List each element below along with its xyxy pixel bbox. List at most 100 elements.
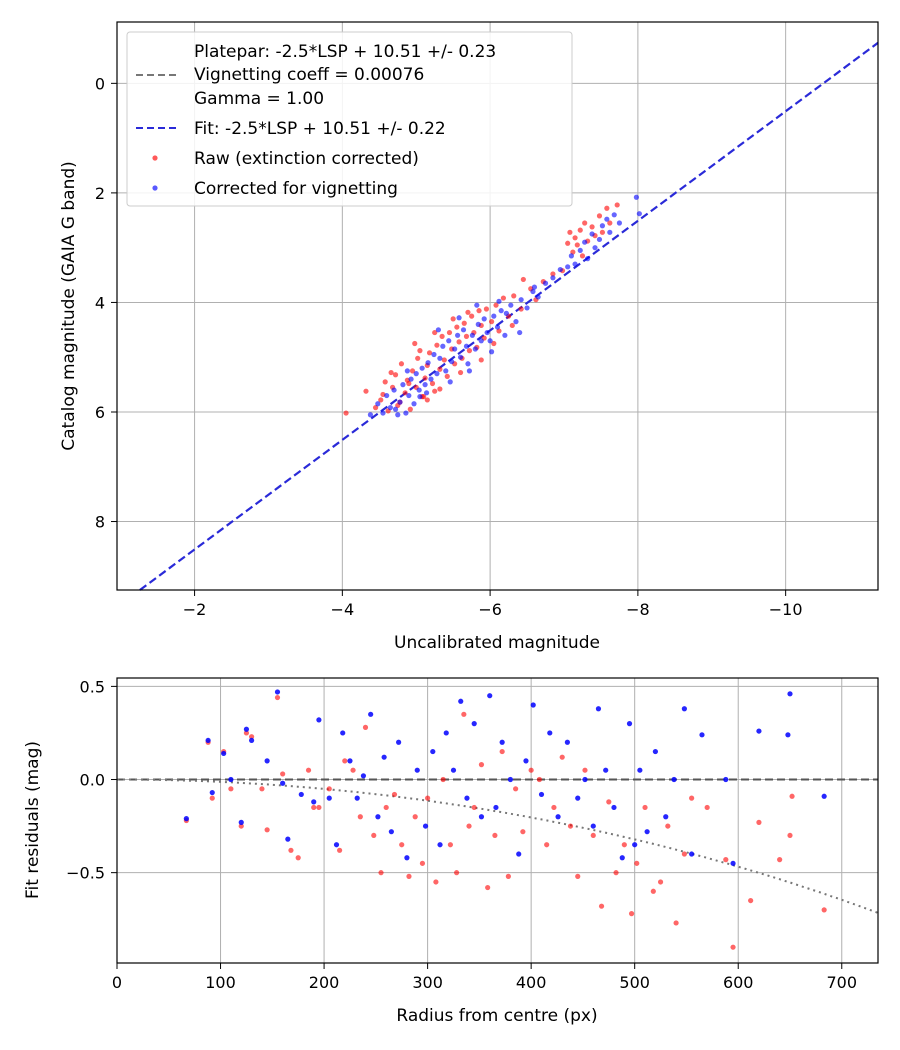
bottom-x-axis-label: Radius from centre (px): [396, 1006, 597, 1026]
raw-residual-point: [513, 786, 519, 792]
raw-point: [478, 357, 484, 363]
raw-residual-point: [378, 870, 384, 876]
raw-point: [409, 368, 416, 374]
raw-point: [582, 220, 588, 226]
bottom-x-tick-label: 400: [516, 973, 547, 992]
magnitude-calibration-plot: −2 −4 −6 −8 −10 0 2 4 6 8 Uncalibrated magnitude…: [59, 21, 879, 653]
corrected-point: [449, 358, 455, 365]
corrected-point: [616, 220, 623, 226]
raw-point: [417, 348, 423, 354]
corrected-point: [550, 275, 556, 281]
top-x-axis-label: Uncalibrated magnitude: [394, 633, 600, 653]
corrected-residual-point: [375, 814, 381, 820]
corrected-point: [460, 327, 467, 333]
raw-residual-point: [288, 847, 294, 853]
corrected-point: [419, 365, 425, 371]
bottom-y-ticks: −0.5 0.0 0.5: [66, 677, 117, 883]
corrected-residual-point: [311, 799, 317, 805]
raw-residual-point: [264, 827, 270, 833]
top-y-axis-label: Catalog magnitude (GAIA G band): [59, 161, 79, 451]
raw-point: [437, 386, 443, 392]
raw-residual-point: [499, 748, 505, 755]
corrected-residual-point: [619, 855, 625, 861]
bottom-y-axis-label: Fit residuals (mag): [23, 741, 43, 899]
corrected-residual-point: [564, 739, 570, 745]
corrected-point: [577, 247, 583, 254]
corrected-point: [408, 376, 414, 382]
corrected-point: [481, 316, 487, 322]
corrected-point: [487, 338, 493, 344]
raw-residual-point: [461, 711, 467, 717]
corrected-residual-point: [699, 732, 705, 738]
corrected-point: [488, 349, 495, 355]
corrected-residual-point: [333, 842, 340, 848]
raw-residual-point: [673, 920, 679, 926]
vignetting-curve: [117, 778, 879, 914]
raw-point: [444, 373, 450, 379]
raw-residual-point: [454, 870, 460, 876]
corrected-residual-point: [611, 804, 617, 811]
corrected-point: [498, 308, 504, 314]
bottom-x-ticks: 0 100 200 300 400 500 600 700: [112, 963, 857, 992]
corrected-point: [572, 261, 578, 267]
top-x-ticks: −2 −4 −6 −8 −10: [183, 590, 803, 619]
top-x-tick-label: −6: [478, 600, 502, 619]
corrected-residual-point: [530, 702, 536, 708]
corrected-residual-point: [326, 795, 332, 801]
raw-point: [402, 390, 408, 396]
raw-residual-point: [391, 791, 398, 798]
corrected-point: [465, 361, 471, 367]
corrected-point: [508, 302, 514, 308]
corrected-residual-point: [730, 860, 736, 866]
corrected-point: [443, 368, 449, 374]
raw-residual-point: [551, 804, 557, 811]
raw-residual-point: [575, 873, 581, 879]
corrected-point: [440, 343, 446, 349]
legend-box: [126, 31, 573, 207]
raw-point: [457, 369, 464, 376]
corrected-point: [503, 310, 509, 316]
raw-residual-point: [642, 804, 648, 811]
corrected-residual-point: [430, 748, 436, 755]
raw-residual-point: [544, 842, 550, 848]
corrected-point: [596, 236, 603, 243]
top-y-tick-label: 4: [95, 293, 105, 312]
corrected-residual-point: [723, 776, 729, 783]
corrected-residual-point: [523, 758, 529, 764]
corrected-point: [417, 394, 423, 400]
corrected-point: [466, 368, 473, 374]
corrected-residual-point: [637, 767, 643, 773]
bottom-plot-frame: [116, 677, 879, 964]
raw-point: [432, 388, 438, 394]
corrected-point: [395, 412, 401, 418]
raw-point: [432, 329, 438, 336]
top-y-ticks: 0 2 4 6 8: [95, 74, 117, 532]
raw-point: [407, 406, 413, 412]
corrected-residual-point: [689, 851, 695, 857]
raw-point: [483, 306, 490, 312]
corrected-point: [582, 239, 588, 245]
corrected-point: [604, 216, 610, 222]
corrected-residual-point: [595, 706, 602, 712]
top-x-tick-label: −8: [626, 600, 650, 619]
corrected-residual-point: [422, 823, 429, 829]
raw-residual-point: [274, 694, 281, 701]
raw-point: [509, 322, 515, 329]
raw-residual-point: [613, 870, 619, 876]
raw-point: [424, 397, 430, 403]
corrected-residual-point: [464, 795, 470, 801]
corrected-point: [475, 321, 481, 327]
bottom-x-tick-label: 500: [619, 973, 650, 992]
raw-residual-point: [621, 842, 627, 848]
raw-point: [607, 220, 613, 226]
corrected-point: [397, 399, 403, 405]
raw-point: [429, 380, 436, 387]
corrected-point: [502, 332, 508, 338]
corrected-point: [568, 253, 574, 259]
corrected-point: [423, 390, 430, 396]
raw-residual-point: [419, 860, 426, 866]
bottom-scatter-points: [183, 689, 827, 950]
raw-point: [520, 276, 526, 283]
corrected-residual-point: [285, 836, 291, 842]
corrected-residual-point: [499, 739, 505, 745]
